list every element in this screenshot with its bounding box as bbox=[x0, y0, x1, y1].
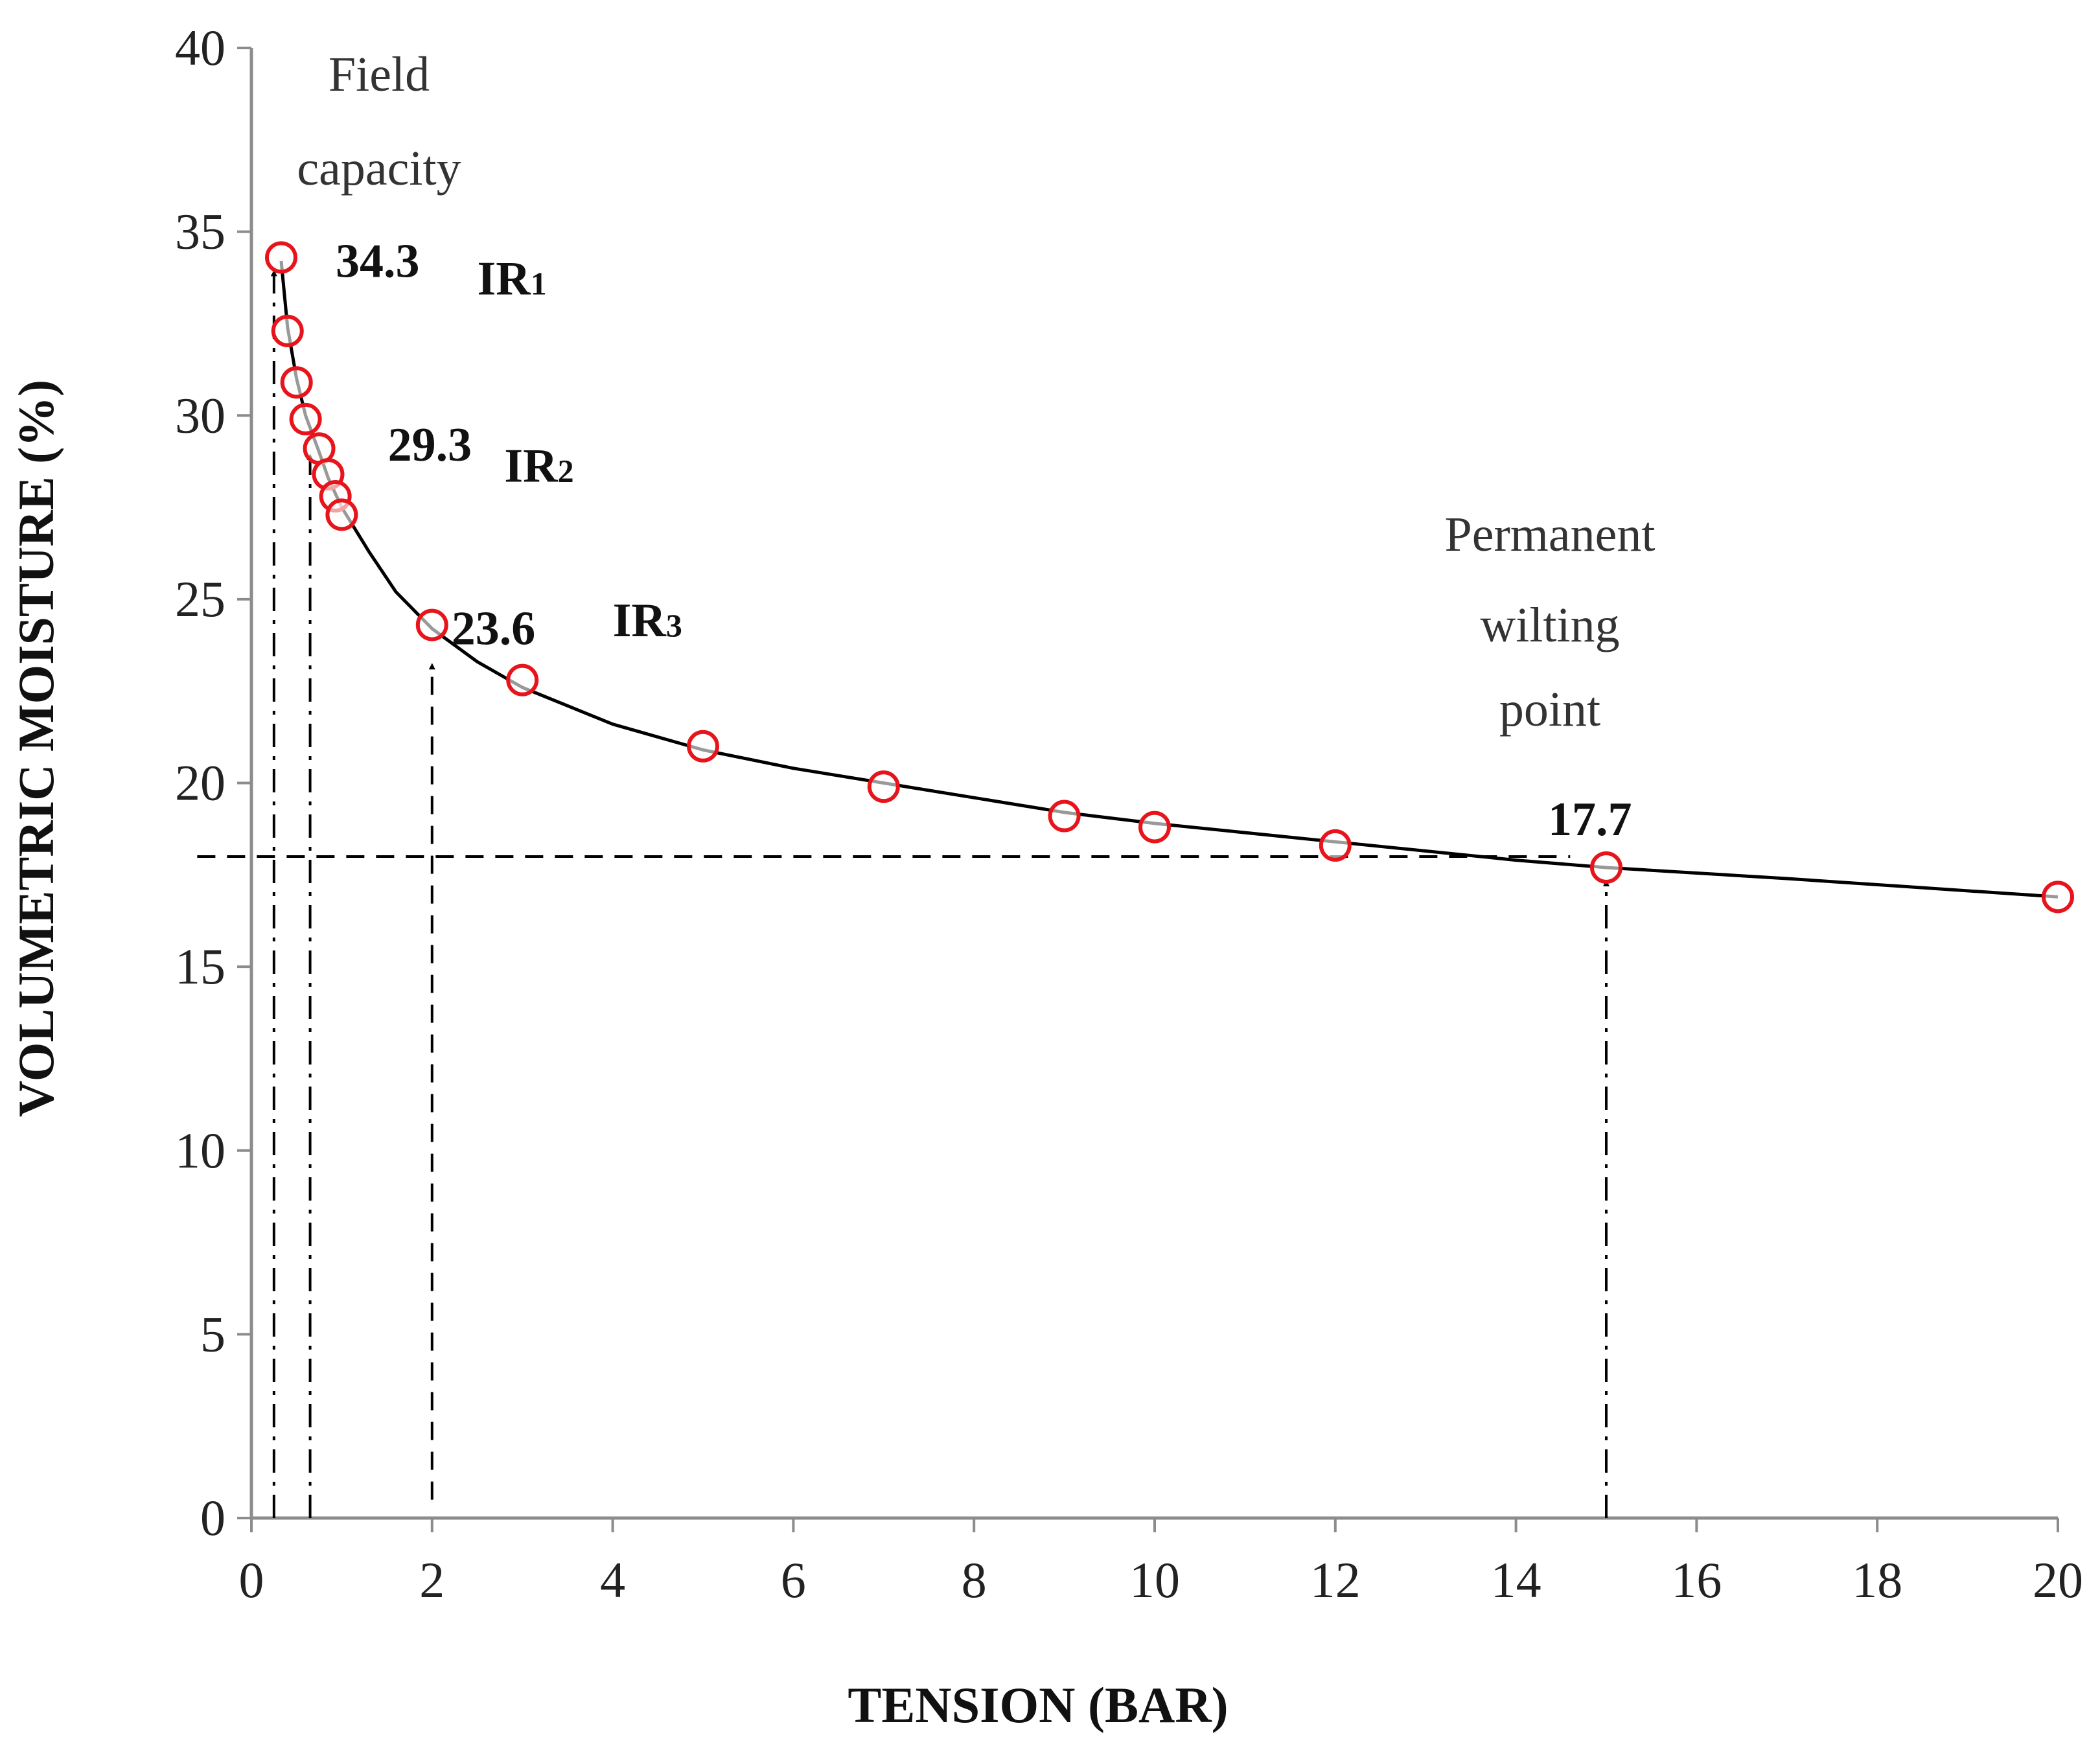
y-tick-label: 25 bbox=[175, 571, 225, 627]
x-tick-label: 18 bbox=[1852, 1552, 1902, 1608]
pwp-line-3: point bbox=[1499, 682, 1600, 737]
ir-label: IR2 bbox=[504, 440, 573, 493]
x-tick-label: 8 bbox=[962, 1552, 987, 1608]
data-point bbox=[415, 608, 448, 641]
x-tick-label: 10 bbox=[1129, 1552, 1180, 1608]
data-point bbox=[1590, 851, 1622, 884]
x-axis-title: TENSION (BAR) bbox=[848, 1677, 1228, 1733]
value-label: 23.6 bbox=[452, 602, 536, 655]
x-tick-label: 14 bbox=[1491, 1552, 1541, 1608]
x-tick-label: 12 bbox=[1310, 1552, 1361, 1608]
y-tick-label: 0 bbox=[200, 1490, 225, 1546]
value-label: 29.3 bbox=[388, 419, 472, 472]
data-point bbox=[1048, 800, 1081, 833]
data-point bbox=[271, 314, 304, 347]
data-point bbox=[2042, 881, 2074, 914]
y-tick-label: 5 bbox=[200, 1306, 225, 1362]
data-point bbox=[325, 498, 358, 531]
axis-ticks: 0 2 4 6 8 10 12 14 16 18 20 0 5 10 15 20 25 30 35 40 bbox=[175, 19, 2083, 1608]
y-tick-label: 40 bbox=[175, 19, 225, 76]
data-point bbox=[280, 366, 313, 399]
fit-curve bbox=[279, 260, 2059, 899]
x-tick-label: 6 bbox=[781, 1552, 806, 1608]
y-tick-label: 30 bbox=[175, 387, 225, 443]
data-point bbox=[265, 241, 298, 274]
data-point bbox=[867, 770, 900, 803]
x-tick-label: 20 bbox=[2033, 1552, 2083, 1608]
value-label: 34.3 bbox=[336, 235, 420, 288]
y-tick-label: 35 bbox=[175, 203, 225, 260]
value-label: 17.7 bbox=[1548, 793, 1632, 846]
data-point bbox=[1138, 811, 1171, 844]
data-points bbox=[265, 241, 2074, 914]
pwp-line-2: wilting bbox=[1480, 598, 1619, 652]
y-axis-title: VOLUMETRIC MOISTURE (%) bbox=[8, 380, 64, 1117]
x-tick-label: 4 bbox=[600, 1552, 625, 1608]
data-point bbox=[1319, 829, 1352, 862]
pwp-line-1: Permanent bbox=[1444, 507, 1655, 562]
ir-label: IR3 bbox=[613, 594, 682, 647]
field-capacity-annotation: Field capacity bbox=[297, 47, 461, 196]
y-tick-label: 15 bbox=[175, 938, 225, 995]
permanent-wilting-point-annotation: Permanent wilting point bbox=[1444, 507, 1655, 737]
value-labels: 34.3 29.3 23.6 17.7 IR1 IR2 IR3 bbox=[336, 235, 1632, 846]
x-tick-label: 2 bbox=[419, 1552, 444, 1608]
x-tick-label: 0 bbox=[239, 1552, 264, 1608]
field-capacity-line-1: Field bbox=[329, 47, 430, 102]
data-point bbox=[687, 730, 719, 763]
data-point bbox=[506, 663, 539, 697]
fit-curve-layer bbox=[279, 260, 2059, 899]
y-tick-label: 20 bbox=[175, 755, 225, 811]
field-capacity-line-2: capacity bbox=[297, 141, 461, 196]
ir-label: IR1 bbox=[478, 252, 547, 305]
data-point bbox=[289, 402, 322, 435]
x-tick-label: 16 bbox=[1671, 1552, 1722, 1608]
y-tick-label: 10 bbox=[175, 1122, 225, 1179]
